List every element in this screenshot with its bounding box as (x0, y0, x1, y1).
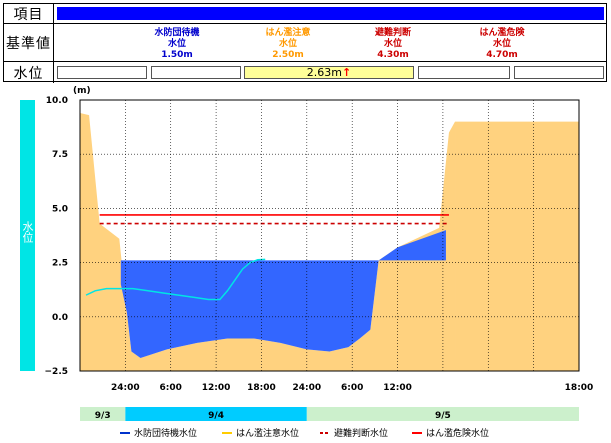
legend-label: はん濫危険水位 (426, 427, 489, 439)
level-evacuation-sub: 水位 (383, 39, 402, 49)
level-evacuation-name: 避難判断 (374, 28, 411, 38)
riverbank-fill (455, 121, 579, 372)
y-tick-label: 2.5 (52, 259, 68, 269)
level-caution-sub: 水位 (278, 39, 297, 49)
standard-label: 基準値 (4, 24, 54, 61)
level-danger: はん濫危険 水位 4.70m (447, 28, 557, 61)
legend-label: 水防団待機水位 (134, 427, 197, 439)
date-band (306, 407, 579, 421)
level-cell-prev (151, 66, 241, 79)
level-standby-sub: 水位 (167, 39, 186, 49)
date-label: 9/3 (95, 411, 111, 421)
level-danger-sub: 水位 (492, 39, 511, 49)
date-label: 9/5 (435, 411, 451, 421)
y-tick-label: 7.5 (52, 150, 68, 160)
side-bar (20, 100, 35, 371)
level-standby-name: 水防団待機 (154, 28, 200, 38)
date-band (125, 407, 307, 421)
item-row: 項目 (4, 4, 606, 24)
legend-label: 避難判断水位 (334, 427, 388, 439)
level-caution-value: 2.50m (272, 50, 304, 60)
level-caution: はん濫注意 水位 2.50m (233, 28, 343, 61)
item-label: 項目 (4, 4, 54, 23)
item-bar (57, 7, 604, 20)
x-tick-label: 24:00 (292, 383, 321, 393)
plot-border (79, 99, 580, 372)
y-tick-label: 10.0 (46, 96, 68, 106)
ground-base (80, 357, 579, 371)
y-tick-label: 0.0 (52, 313, 68, 323)
unit-label: (m) (73, 86, 91, 96)
date-label: 9/4 (208, 411, 224, 421)
x-tick-label: 12:00 (383, 383, 412, 393)
legend-label: はん濫注意水位 (236, 427, 299, 439)
x-tick-label: 6:00 (341, 383, 363, 393)
water-level-line (85, 258, 266, 301)
x-tick-label: 6:00 (160, 383, 182, 393)
level-cell-danger (514, 66, 604, 79)
water-level-chart: 水位 (m) 10.0 7.5 5.0 2.5 0.0 −2.5 24:00 6:00 12:0… (20, 86, 594, 439)
y-tick-label: −2.5 (45, 367, 68, 377)
riverbed-fill (80, 113, 456, 371)
level-label: 水位 (4, 62, 54, 83)
current-level-value: 2.63m (306, 66, 342, 79)
standard-row: 基準値 水防団待機 水位 1.50m はん濫注意 水位 2.50m 避難判断 水… (4, 24, 606, 62)
y-tick-label: 5.0 (52, 204, 68, 214)
level-danger-name: はん濫危険 (479, 28, 525, 38)
header-table: 項目 基準値 水防団待機 水位 1.50m はん濫注意 水位 2.50m 避難判… (3, 3, 607, 83)
x-tick-label: 24:00 (111, 383, 140, 393)
level-evacuation-value: 4.30m (377, 50, 409, 60)
level-cell-evacuation (418, 66, 510, 79)
x-tick-label: 18:00 (247, 383, 276, 393)
rising-arrow-icon: ↑ (342, 66, 352, 79)
level-row: 水位 2.63m↑ (4, 62, 606, 83)
water-fill (120, 230, 446, 358)
side-label: 水位 (21, 221, 34, 243)
level-cell-standby (57, 66, 147, 79)
level-standby-value: 1.50m (161, 50, 193, 60)
x-tick-label: 12:00 (202, 383, 231, 393)
date-band (80, 407, 126, 421)
level-caution-name: はん濫注意 (265, 28, 311, 38)
level-standby: 水防団待機 水位 1.50m (122, 28, 232, 61)
level-danger-value: 4.70m (486, 50, 518, 60)
level-cell-current: 2.63m↑ (244, 66, 414, 79)
level-evacuation: 避難判断 水位 4.30m (338, 28, 448, 61)
x-tick-label: 18:00 (565, 383, 594, 393)
